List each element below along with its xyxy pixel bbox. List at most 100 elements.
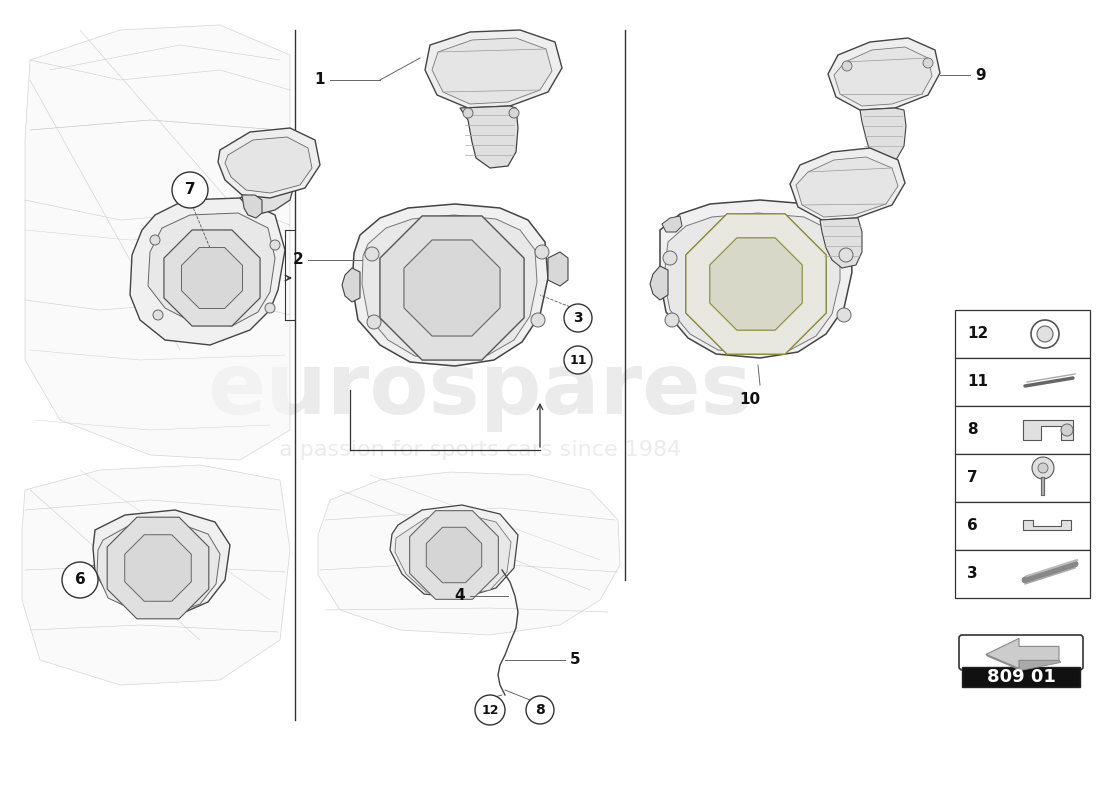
Polygon shape [362, 215, 537, 360]
Circle shape [1038, 463, 1048, 473]
Text: 12: 12 [967, 326, 988, 342]
Circle shape [531, 313, 544, 327]
Text: 809 01: 809 01 [987, 668, 1055, 686]
Circle shape [1031, 320, 1059, 348]
Polygon shape [22, 465, 290, 685]
Circle shape [842, 61, 852, 71]
Text: 12: 12 [482, 703, 498, 717]
Text: 8: 8 [535, 703, 544, 717]
Circle shape [463, 108, 473, 118]
Circle shape [526, 696, 554, 724]
Text: 2: 2 [293, 253, 303, 267]
Polygon shape [379, 216, 524, 360]
Polygon shape [94, 510, 230, 615]
Circle shape [365, 247, 380, 261]
Polygon shape [1023, 520, 1071, 530]
Polygon shape [710, 238, 802, 330]
Circle shape [663, 251, 676, 265]
Polygon shape [548, 252, 568, 286]
Circle shape [564, 346, 592, 374]
Polygon shape [685, 214, 826, 354]
Polygon shape [460, 106, 518, 168]
Bar [955, 550, 1090, 598]
Circle shape [1062, 424, 1072, 436]
Polygon shape [650, 266, 668, 300]
Text: 3: 3 [573, 311, 583, 325]
Text: 3: 3 [967, 566, 978, 582]
Circle shape [923, 58, 933, 68]
Polygon shape [664, 213, 840, 354]
Circle shape [535, 245, 549, 259]
Circle shape [1037, 326, 1053, 342]
Polygon shape [834, 47, 932, 106]
Text: 11: 11 [967, 374, 988, 390]
FancyBboxPatch shape [959, 635, 1084, 670]
Polygon shape [148, 213, 275, 326]
Text: 11: 11 [570, 354, 586, 366]
Text: 8: 8 [967, 422, 978, 438]
Bar [955, 502, 1090, 550]
Polygon shape [226, 137, 312, 193]
Polygon shape [662, 216, 682, 232]
Bar [955, 406, 1090, 454]
Text: 10: 10 [739, 392, 760, 407]
Polygon shape [1023, 420, 1072, 440]
Circle shape [666, 313, 679, 327]
Polygon shape [828, 38, 940, 110]
Text: 7: 7 [967, 470, 978, 486]
Polygon shape [820, 218, 862, 268]
Circle shape [1032, 457, 1054, 479]
Polygon shape [124, 534, 191, 602]
Polygon shape [390, 505, 518, 598]
Text: eurospares: eurospares [208, 349, 752, 431]
Circle shape [839, 248, 853, 262]
Polygon shape [164, 230, 260, 326]
Polygon shape [107, 517, 209, 619]
Circle shape [475, 695, 505, 725]
Circle shape [509, 108, 519, 118]
Polygon shape [409, 510, 498, 599]
Circle shape [150, 235, 160, 245]
Polygon shape [860, 108, 906, 162]
Polygon shape [342, 268, 360, 302]
Polygon shape [395, 513, 512, 596]
Circle shape [564, 304, 592, 332]
Polygon shape [796, 157, 898, 217]
Circle shape [367, 315, 381, 329]
Polygon shape [660, 200, 852, 358]
Polygon shape [242, 195, 262, 218]
Text: a passion for sports cars since 1984: a passion for sports cars since 1984 [279, 440, 681, 460]
Polygon shape [240, 178, 295, 215]
Polygon shape [218, 128, 320, 198]
Polygon shape [425, 30, 562, 108]
Bar [955, 358, 1090, 406]
Text: 9: 9 [975, 67, 986, 82]
Polygon shape [432, 38, 552, 104]
Polygon shape [986, 654, 1062, 670]
Polygon shape [97, 521, 220, 614]
Text: 6: 6 [967, 518, 978, 534]
Circle shape [270, 240, 280, 250]
Circle shape [153, 310, 163, 320]
Circle shape [265, 303, 275, 313]
Polygon shape [404, 240, 500, 336]
Circle shape [172, 172, 208, 208]
Circle shape [837, 308, 851, 322]
Text: 5: 5 [570, 653, 581, 667]
Polygon shape [427, 527, 482, 582]
Bar [955, 454, 1090, 502]
Polygon shape [130, 198, 285, 345]
Text: 7: 7 [185, 182, 196, 198]
Bar [955, 310, 1090, 358]
Polygon shape [352, 204, 548, 366]
Text: 1: 1 [315, 73, 324, 87]
Text: 6: 6 [75, 573, 86, 587]
Polygon shape [25, 25, 290, 460]
Polygon shape [182, 247, 242, 309]
Text: 4: 4 [454, 589, 465, 603]
Bar [962, 666, 1080, 687]
Polygon shape [318, 472, 620, 635]
Circle shape [62, 562, 98, 598]
Polygon shape [986, 638, 1059, 668]
Polygon shape [790, 148, 905, 220]
